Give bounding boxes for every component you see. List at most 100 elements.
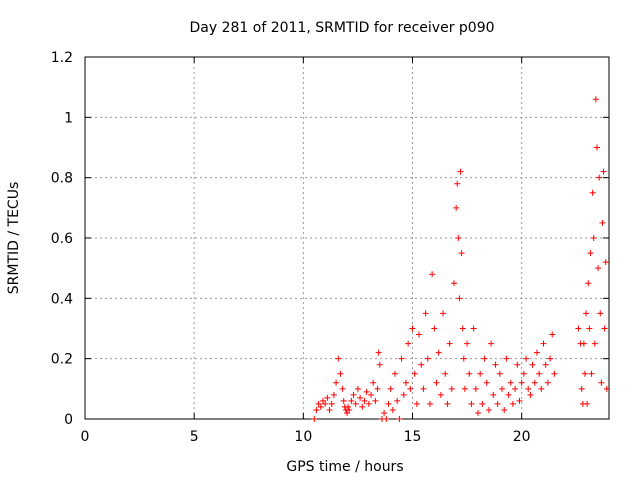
data-point (464, 340, 471, 347)
data-point (411, 370, 418, 377)
data-point (591, 340, 598, 347)
data-point (453, 204, 460, 211)
data-point (505, 391, 512, 398)
data-point (383, 416, 390, 422)
data-point (475, 409, 481, 416)
y-tick-label: 0.6 (51, 231, 73, 247)
data-point (457, 168, 464, 175)
data-point (538, 385, 545, 392)
data-point (326, 406, 333, 413)
data-point (330, 391, 337, 398)
chart-title: Day 281 of 2011, SRMTID for receiver p09… (189, 20, 494, 36)
data-point (581, 370, 588, 377)
y-tick-label: 0.2 (51, 352, 73, 368)
x-tick-label: 20 (513, 429, 531, 445)
data-point (529, 361, 536, 368)
data-point (359, 403, 366, 410)
data-point (597, 310, 604, 317)
data-point (319, 397, 326, 404)
data-point (392, 370, 399, 377)
y-tick-label: 1.2 (51, 50, 73, 66)
data-point (345, 403, 352, 410)
data-point (501, 406, 508, 413)
data-point (595, 265, 602, 272)
data-point (426, 400, 433, 407)
data-point (324, 394, 331, 401)
y-tick-label: 0.8 (51, 171, 73, 187)
data-point (402, 379, 409, 386)
axis-ticks: 0 5 10 15 20 0 0.2 0.4 0.6 0.8 1 1.2 (51, 50, 609, 445)
data-point (413, 400, 420, 407)
data-point (459, 325, 466, 332)
data-point (400, 391, 407, 398)
data-point (468, 400, 475, 407)
data-point (460, 355, 467, 362)
data-point (483, 379, 490, 386)
data-point (549, 331, 556, 338)
x-tick-label: 5 (190, 429, 199, 445)
data-point (587, 250, 594, 257)
data-point (580, 340, 587, 347)
data-point (485, 406, 492, 413)
data-point (481, 355, 488, 362)
data-point (446, 340, 453, 347)
data-point (354, 385, 361, 392)
data-point (593, 144, 600, 151)
x-tick-label: 15 (404, 429, 422, 445)
data-point (585, 280, 592, 287)
data-point (442, 370, 449, 377)
data-point (477, 370, 484, 377)
data-point (488, 340, 495, 347)
data-points (311, 96, 610, 422)
data-point (603, 385, 610, 392)
y-tick-label: 0.4 (51, 291, 73, 307)
data-point (499, 385, 506, 392)
data-point (429, 271, 436, 278)
data-point (599, 219, 606, 226)
data-point (527, 391, 534, 398)
data-point (536, 370, 543, 377)
data-point (431, 325, 438, 332)
data-point (456, 295, 463, 302)
data-point (337, 370, 344, 377)
data-point (525, 385, 532, 392)
data-point (466, 370, 473, 377)
data-point (387, 385, 394, 392)
data-point (374, 385, 381, 392)
data-point (352, 400, 359, 407)
data-point (335, 355, 342, 362)
data-point (365, 400, 372, 407)
data-point (598, 379, 605, 386)
data-point (381, 409, 388, 416)
data-point (385, 400, 392, 407)
data-point (588, 370, 595, 377)
data-point (600, 168, 607, 175)
data-point (311, 416, 318, 422)
data-point (398, 355, 405, 362)
data-point (394, 397, 401, 404)
data-point (348, 397, 355, 404)
data-point (472, 385, 479, 392)
data-point (516, 397, 523, 404)
data-point (339, 385, 346, 392)
data-point (586, 325, 593, 332)
data-point (444, 400, 451, 407)
data-point (531, 379, 538, 386)
data-point (533, 349, 540, 356)
data-point (433, 379, 440, 386)
data-point (328, 400, 335, 407)
data-point (542, 361, 549, 368)
data-point (435, 349, 442, 356)
data-point (492, 361, 499, 368)
data-point (422, 310, 429, 317)
data-point (461, 385, 468, 392)
data-point (540, 340, 547, 347)
data-point (437, 391, 444, 398)
data-point (407, 385, 414, 392)
data-point (396, 416, 403, 422)
data-point (368, 391, 375, 398)
x-tick-label: 0 (81, 429, 90, 445)
data-point (372, 397, 379, 404)
data-point (418, 361, 425, 368)
data-point (509, 400, 516, 407)
